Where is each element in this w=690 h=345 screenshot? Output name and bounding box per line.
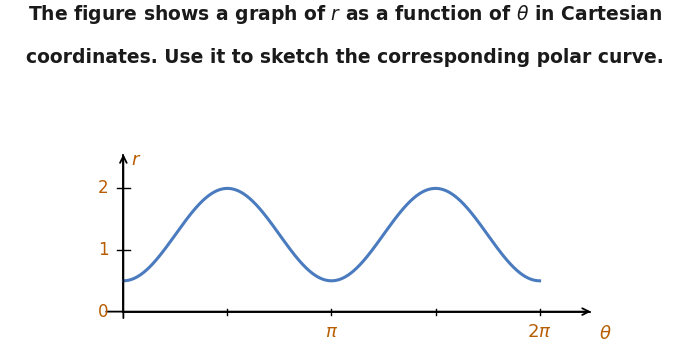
Text: $2\pi$: $2\pi$	[527, 323, 552, 341]
Text: The figure shows a graph of $\mathit{r}$ as a function of $\mathit{\theta}$ in C: The figure shows a graph of $\mathit{r}$…	[28, 3, 662, 27]
Text: 2: 2	[98, 179, 109, 197]
Text: $\pi$: $\pi$	[325, 323, 338, 341]
Text: 1: 1	[98, 241, 109, 259]
Text: coordinates. Use it to sketch the corresponding polar curve.: coordinates. Use it to sketch the corres…	[26, 48, 664, 67]
Text: $\theta$: $\theta$	[599, 325, 611, 343]
Text: $r$: $r$	[131, 151, 141, 169]
Text: 0: 0	[98, 303, 109, 321]
